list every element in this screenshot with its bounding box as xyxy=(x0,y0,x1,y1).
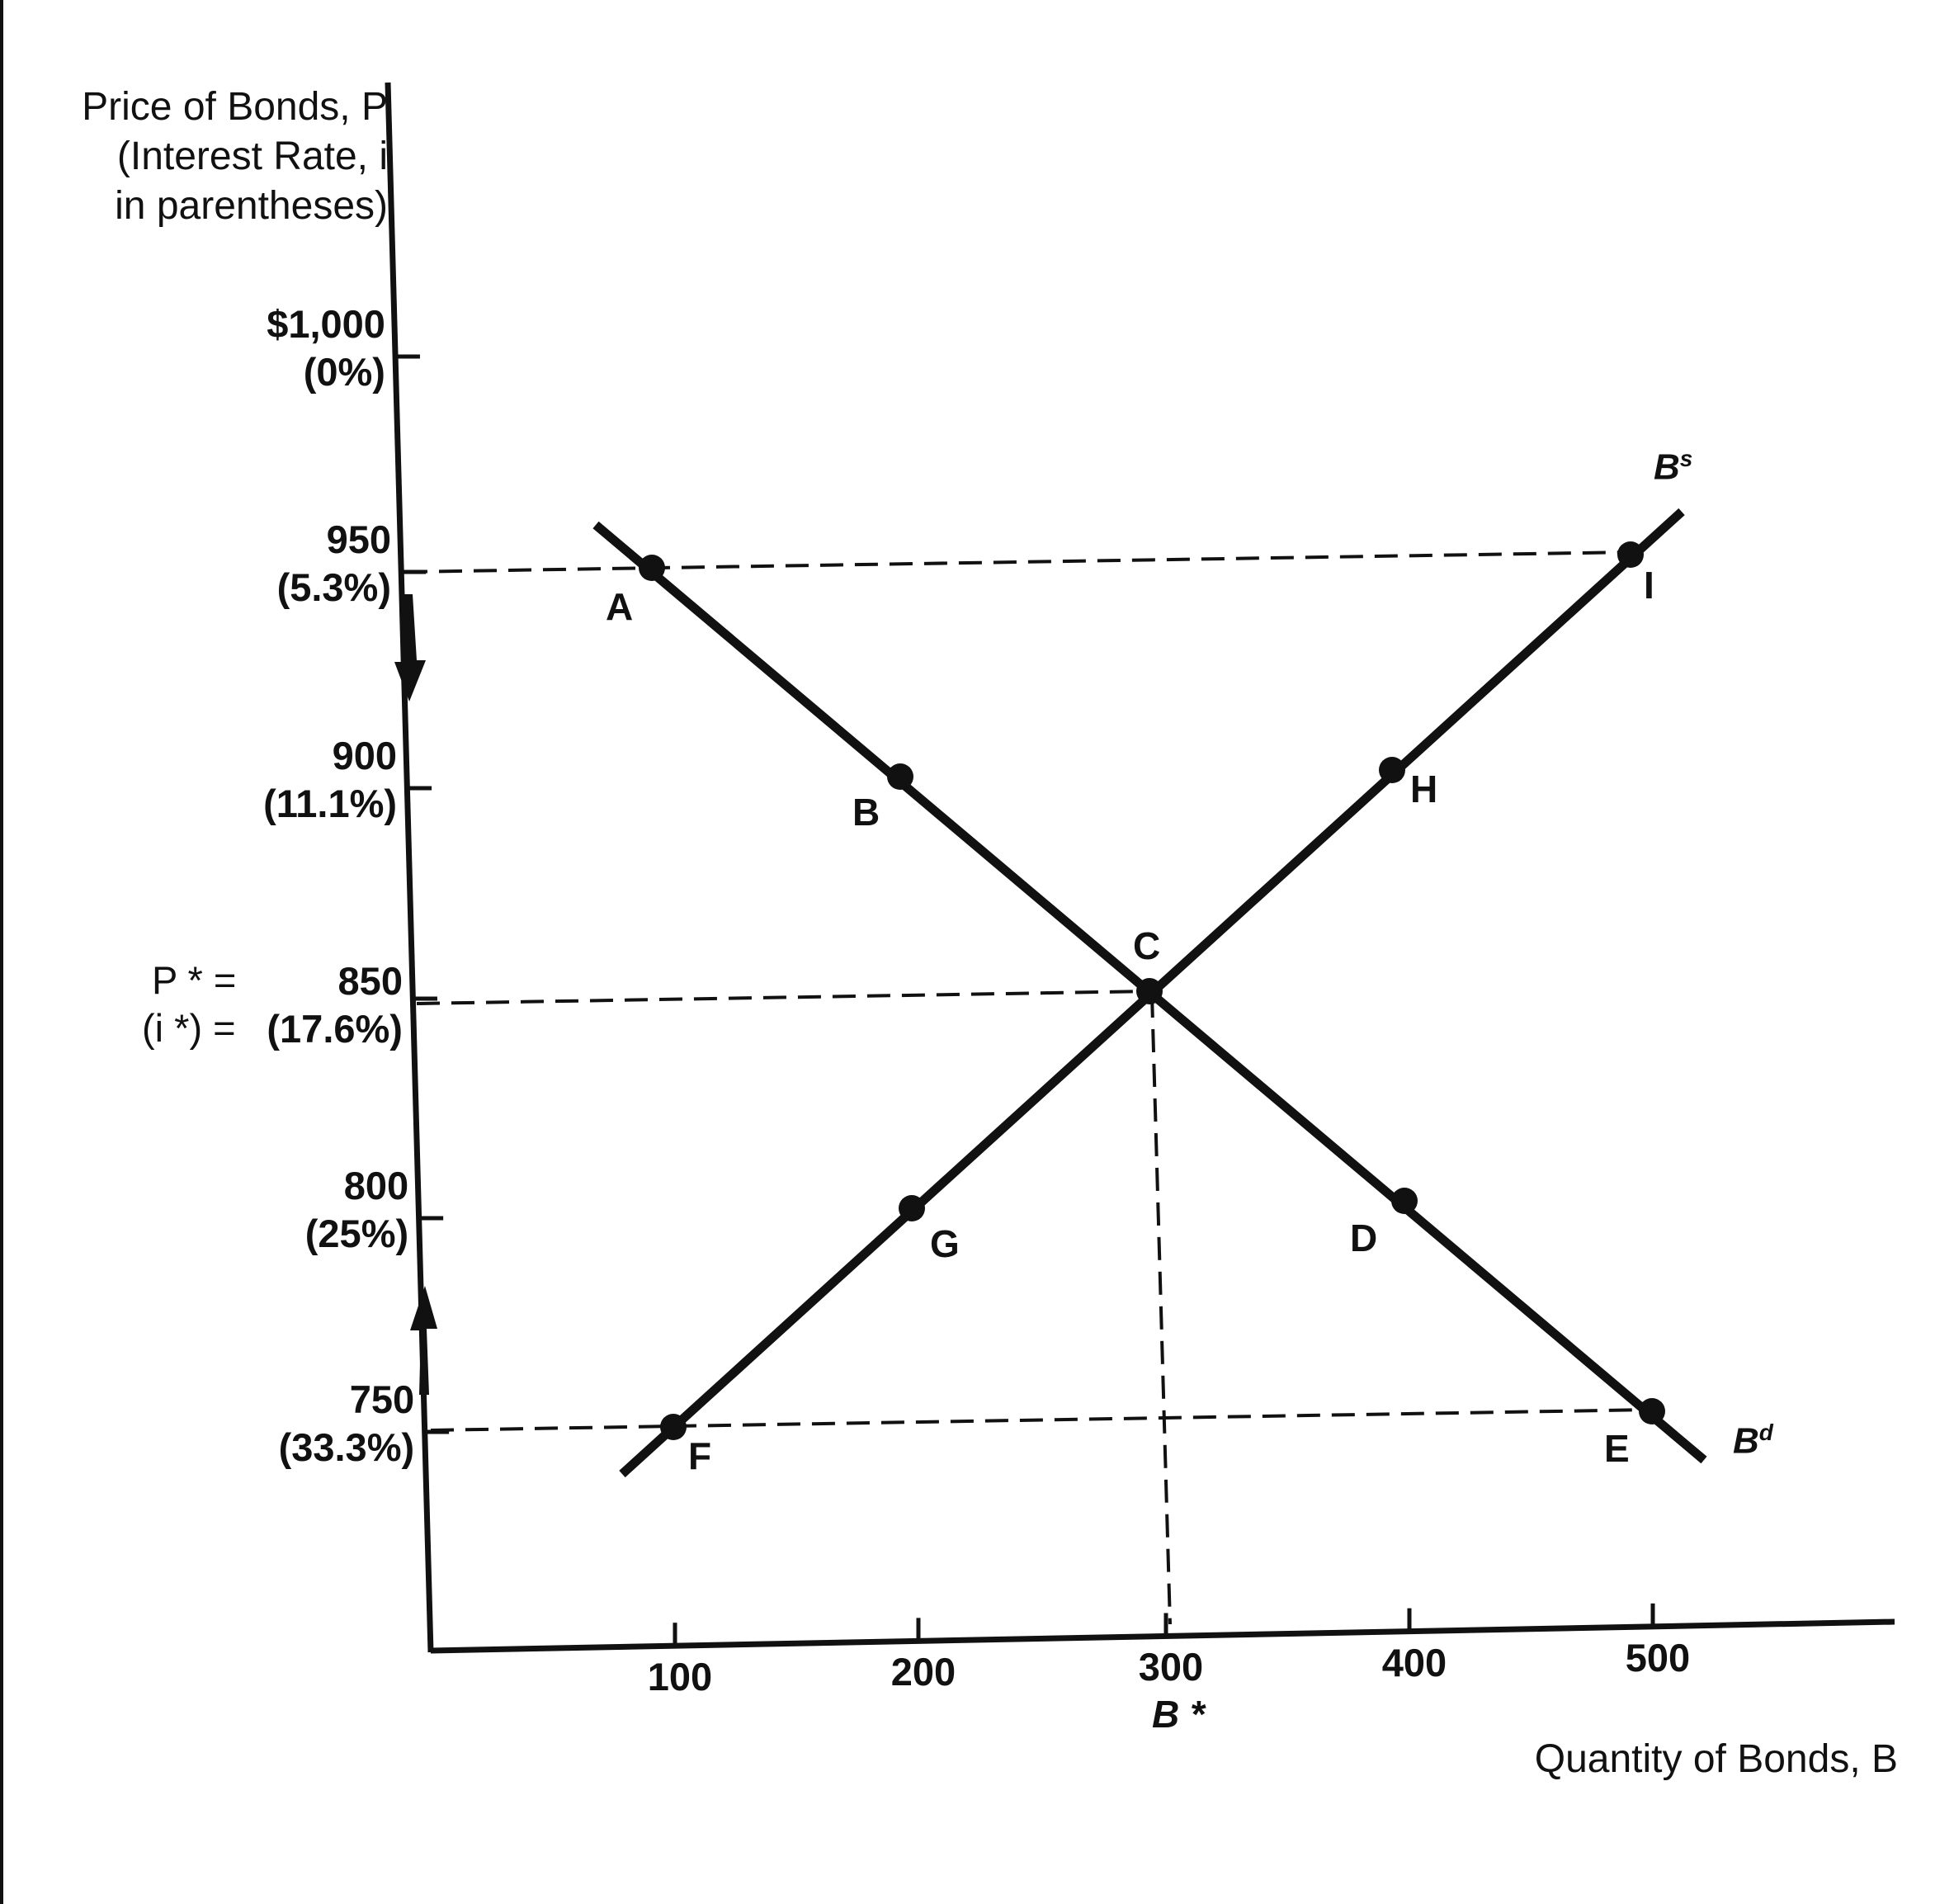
equilibrium-quantity-dashed-line xyxy=(1150,994,1172,1625)
Bs-curve xyxy=(619,508,1685,1478)
excess-supply-dashed-line xyxy=(404,550,1631,574)
equilibrium-rate-prefix: (i *) = xyxy=(142,1006,236,1050)
y-axis-title-line-1: Price of Bonds, P xyxy=(82,85,388,129)
excess-demand-dashed-line xyxy=(430,1408,1653,1432)
y-tick-rate: (33.3%) xyxy=(278,1425,415,1469)
y-tick-price: 950 xyxy=(326,517,391,561)
Bd-curve-label: Bd xyxy=(1733,1420,1773,1462)
y-axis-title: Price of Bonds, P (Interest Rate, i in p… xyxy=(25,83,388,231)
point-G-marker xyxy=(899,1195,925,1221)
y-tick-rate: (17.6%) xyxy=(267,1007,403,1051)
point-G-label: G xyxy=(930,1222,960,1265)
curve-label-main: B xyxy=(1733,1420,1759,1462)
curve-label-superscript: d xyxy=(1758,1420,1773,1445)
price-up-arrow-icon xyxy=(410,1286,437,1395)
point-F-label: F xyxy=(688,1434,712,1477)
x-tick-label-500: 500 xyxy=(1625,1635,1691,1680)
x-tick-label-300: 300 xyxy=(1138,1645,1204,1689)
equilibrium-price-prefix: P * = xyxy=(152,958,237,1002)
point-A-marker xyxy=(639,555,665,581)
point-D-marker xyxy=(1391,1188,1418,1214)
price-down-arrow-icon xyxy=(394,594,426,702)
y-tick-price: 850 xyxy=(337,959,403,1003)
Bs-curve-label: Bs xyxy=(1654,446,1692,489)
y-tick-label-800: 800 (25%) xyxy=(161,1162,408,1258)
point-B-label: B xyxy=(852,791,880,834)
point-I-label: I xyxy=(1644,564,1654,607)
point-E-marker xyxy=(1639,1398,1665,1424)
y-tick-rate: (5.3%) xyxy=(276,565,391,609)
y-tick-label-$1,000: $1,000 (0%) xyxy=(138,300,385,396)
y-tick-label-950: 950 (5.3%) xyxy=(144,516,391,612)
point-F-marker xyxy=(660,1414,687,1440)
point-C-label: C xyxy=(1133,924,1161,967)
y-tick-label-900: 900 (11.1%) xyxy=(149,732,397,828)
point-H-marker xyxy=(1379,757,1405,783)
page-left-border xyxy=(0,0,3,1904)
point-A-label: A xyxy=(606,585,634,628)
point-D-label: D xyxy=(1350,1217,1378,1259)
y-tick-price: $1,000 xyxy=(267,302,385,346)
y-tick-rate: (0%) xyxy=(303,350,385,394)
y-tick-label-750: 750 (33.3%) xyxy=(167,1376,415,1472)
x-tick-label-400: 400 xyxy=(1381,1640,1447,1684)
y-tick-label-850: 850 (17.6%) xyxy=(155,957,403,1053)
y-tick-rate: (25%) xyxy=(304,1212,409,1255)
y-axis-title-line-2: (Interest Rate, i xyxy=(116,135,388,178)
x-tick-label-100: 100 xyxy=(647,1655,713,1699)
curve-label-main: B xyxy=(1654,446,1680,488)
point-I-marker xyxy=(1617,541,1644,568)
curve-label-superscript: s xyxy=(1679,446,1693,471)
y-tick-rate: (11.1%) xyxy=(263,782,398,825)
y-tick-price: 750 xyxy=(349,1377,415,1421)
x-tick-label-200: 200 xyxy=(890,1650,956,1694)
equilibrium-price-dashed-line xyxy=(416,990,1150,1005)
y-tick-price: 900 xyxy=(332,734,398,777)
point-H-label: H xyxy=(1410,768,1438,810)
equilibrium-quantity-label: B * xyxy=(1152,1693,1205,1736)
point-E-label: E xyxy=(1604,1427,1630,1470)
y-tick-price: 800 xyxy=(343,1164,409,1207)
point-B-marker xyxy=(887,763,913,790)
x-axis-title: Quantity of Bonds, B xyxy=(1534,1737,1898,1781)
y-axis-title-line-3: in parentheses) xyxy=(115,184,388,228)
